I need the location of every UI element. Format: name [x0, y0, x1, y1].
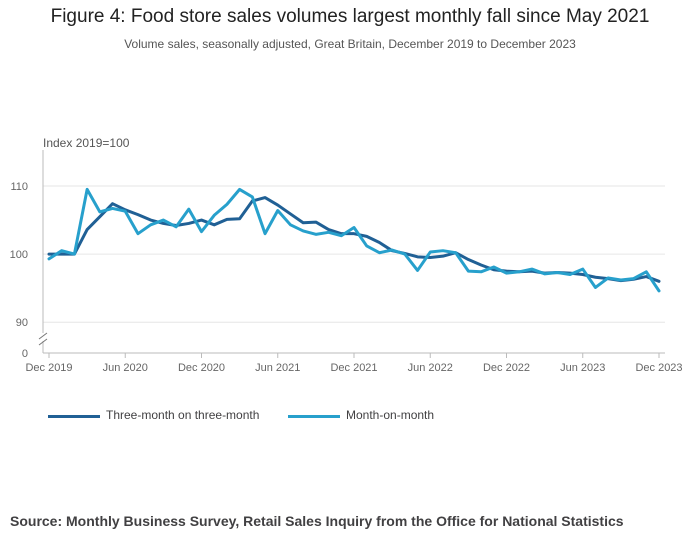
x-tick-label: Jun 2021 [255, 362, 300, 374]
axes [38, 150, 660, 358]
y-tick-label-100: 100 [10, 249, 28, 261]
x-tick-label: Dec 2019 [25, 362, 72, 374]
tick-labels: 0 90 100 110 Index 2019=100 Dec 2019 Jun 2020 D… [10, 136, 683, 374]
series-lines [47, 187, 661, 293]
x-tick-label: Dec 2023 [635, 362, 682, 374]
legend-label-month-on-month: Month-on-month [346, 408, 435, 422]
y-tick-label-110: 110 [10, 181, 28, 193]
y-tick-label-90: 90 [16, 317, 28, 329]
chart-subtitle: Volume sales, seasonally adjusted, Great… [124, 37, 576, 51]
chart-title: Figure 4: Food store sales volumes large… [50, 6, 650, 27]
y-axis-title: Index 2019=100 [43, 136, 130, 150]
x-tick-label: Dec 2022 [483, 362, 530, 374]
legend-label-three-month: Three-month on three-month [106, 408, 260, 422]
axis-break-mark [38, 332, 48, 340]
source-note: Source: Monthly Business Survey, Retail … [10, 513, 624, 529]
line-chart: 0 90 100 110 Index 2019=100 Dec 2019 Jun 2020 D… [10, 136, 683, 374]
x-tick-label: Dec 2020 [178, 362, 225, 374]
gridlines [43, 185, 665, 354]
axis-break-mark [38, 338, 48, 346]
series-line-month-on-month [47, 187, 661, 293]
series-line-three-month [47, 196, 661, 283]
x-tick-label: Jun 2020 [103, 362, 148, 374]
legend-swatch-three-month [48, 415, 100, 418]
x-tick-label: Jun 2023 [560, 362, 605, 374]
y-tick-label-0: 0 [22, 348, 28, 360]
x-tick-label: Dec 2021 [330, 362, 377, 374]
legend-swatch-month-on-month [288, 415, 340, 418]
x-tick-label: Jun 2022 [408, 362, 453, 374]
